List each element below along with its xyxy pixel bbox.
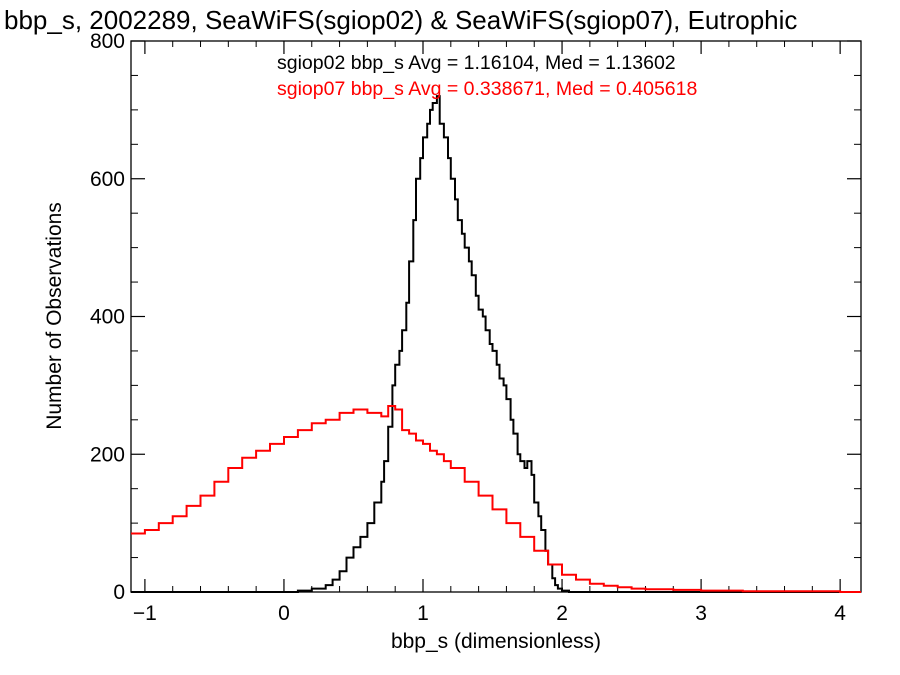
y-axis-label: Number of Observations (43, 202, 66, 430)
x-tick-label: 3 (695, 602, 707, 625)
series-layer (131, 95, 861, 593)
y-tick-label: 800 (90, 30, 125, 53)
y-tick-label: 600 (90, 168, 125, 191)
y-tick-label: 200 (90, 443, 125, 466)
y-tick-label: 400 (90, 306, 125, 329)
x-tick-label: 0 (278, 602, 290, 625)
chart-title: bbp_s, 2002289, SeaWiFS(sgiop02) & SeaWi… (4, 5, 797, 35)
x-tick-label: −1 (133, 602, 157, 625)
annotation-sgiop02: sgiop02 bbp_s Avg = 1.16104, Med = 1.136… (277, 52, 676, 74)
series-sgiop07-line (131, 405, 861, 593)
annotation-sgiop07: sgiop07 bbp_s Avg = 0.338671, Med = 0.40… (277, 78, 697, 100)
x-tick-label: 1 (417, 602, 429, 625)
series-sgiop02-line (131, 95, 861, 593)
x-tick-labels: −1 0 1 2 3 4 (133, 602, 846, 625)
y-tick-label: 0 (113, 581, 125, 604)
y-tick-labels: 0 200 400 600 800 (90, 30, 125, 604)
x-axis-label: bbp_s (dimensionless) (391, 630, 601, 653)
x-tick-label: 2 (556, 602, 568, 625)
x-tick-label: 4 (834, 602, 846, 625)
